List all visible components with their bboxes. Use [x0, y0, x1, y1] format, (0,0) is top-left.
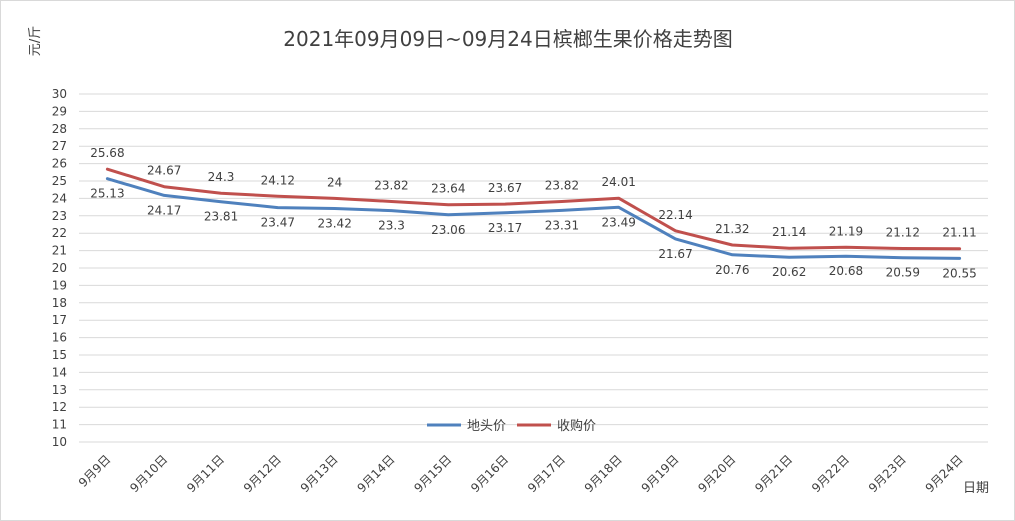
- y-tick-label: 14: [52, 365, 67, 379]
- data-label-series-1: 23.82: [545, 179, 579, 193]
- data-label-series-0: 20.68: [829, 264, 863, 278]
- data-label-series-0: 24.17: [147, 203, 181, 217]
- legend: 地头价 收购价: [427, 418, 596, 434]
- y-tick-label: 28: [52, 122, 67, 136]
- data-label-series-1: 22.14: [658, 208, 692, 222]
- y-tick-label: 18: [52, 296, 67, 310]
- x-tick-label: 9月16日: [468, 452, 511, 495]
- data-label-series-0: 23.3: [378, 219, 405, 233]
- y-axis-ticks: 10 11 12 13 14 15 16 17 18 19 20 21 22 23 24 25 26 27 28 29…: [52, 87, 67, 449]
- data-label-series-1: 25.68: [90, 146, 124, 160]
- data-label-series-1: 21.14: [772, 225, 806, 239]
- data-label-series-1: 21.32: [715, 222, 749, 236]
- x-tick-label: 9月14日: [355, 452, 398, 495]
- data-label-series-0: 23.31: [545, 218, 579, 232]
- legend-label-series-0: 地头价: [467, 419, 506, 434]
- y-tick-label: 24: [52, 191, 67, 205]
- x-tick-label: 9月10日: [127, 452, 170, 495]
- data-label-series-0: 23.17: [488, 221, 522, 235]
- data-label-series-0: 20.55: [942, 266, 976, 280]
- y-tick-label: 26: [52, 157, 67, 171]
- data-label-series-1: 21.12: [886, 226, 920, 240]
- data-label-series-1: 24.3: [208, 170, 235, 184]
- x-tick-label: 9月17日: [525, 452, 568, 495]
- x-tick-label: 9月13日: [298, 452, 341, 495]
- y-tick-label: 21: [52, 244, 67, 258]
- y-tick-label: 19: [52, 278, 67, 292]
- x-tick-label: 9月19日: [639, 452, 682, 495]
- x-tick-label: 9月18日: [582, 452, 625, 495]
- y-tick-label: 20: [52, 261, 67, 275]
- y-tick-label: 13: [52, 383, 67, 397]
- data-label-series-1: 23.82: [374, 179, 408, 193]
- data-label-series-1: 23.67: [488, 181, 522, 195]
- y-tick-label: 27: [52, 139, 67, 153]
- data-label-series-0: 23.06: [431, 223, 465, 237]
- data-label-series-0: 20.62: [772, 265, 806, 279]
- x-tick-label: 9月21日: [752, 452, 795, 495]
- y-tick-label: 25: [52, 174, 67, 188]
- y-tick-label: 17: [52, 313, 67, 327]
- chart-title: 2021年09月09日~09月24日槟榔生果价格走势图: [283, 27, 732, 51]
- series-lines: [105, 167, 962, 260]
- y-tick-label: 16: [52, 331, 67, 345]
- series-line-0: [105, 177, 962, 260]
- legend-label-series-1: 收购价: [557, 418, 596, 434]
- x-tick-label: 9月9日: [76, 452, 114, 490]
- y-tick-label: 29: [52, 104, 67, 118]
- y-axis-label: 元/斤: [28, 26, 43, 56]
- x-tick-label: 9月23日: [866, 452, 909, 495]
- gridlines: [79, 93, 988, 443]
- y-tick-label: 30: [52, 87, 67, 101]
- data-labels: 25.13 24.17 23.81 23.47 23.42 23.3 23.06 23.17 2…: [90, 146, 977, 280]
- data-label-series-1: 21.11: [942, 226, 976, 240]
- data-label-series-1: 24.01: [602, 175, 636, 189]
- x-axis-label: 日期: [963, 481, 989, 496]
- data-label-series-1: 24: [327, 175, 342, 189]
- data-label-series-1: 24.67: [147, 164, 181, 178]
- data-label-series-1: 21.19: [829, 224, 863, 238]
- data-label-series-0: 20.59: [886, 266, 920, 280]
- data-label-series-0: 21.67: [658, 247, 692, 261]
- x-tick-label: 9月24日: [923, 452, 966, 495]
- data-label-series-0: 23.49: [602, 215, 636, 229]
- x-axis-ticks: 9月9日 9月10日 9月11日 9月12日 9月13日 9月14日 9月15日 9月16日 9…: [76, 452, 966, 495]
- data-label-series-0: 23.81: [204, 210, 238, 224]
- x-tick-label: 9月15日: [411, 452, 454, 495]
- data-label-series-1: 24.12: [261, 173, 295, 187]
- series-line-1: [105, 167, 962, 251]
- data-label-series-0: 23.42: [317, 216, 351, 230]
- y-tick-label: 23: [52, 209, 67, 223]
- y-tick-label: 22: [52, 226, 67, 240]
- y-tick-label: 12: [52, 400, 67, 414]
- y-tick-label: 15: [52, 348, 67, 362]
- y-tick-label: 10: [52, 435, 67, 449]
- data-label-series-0: 20.76: [715, 263, 749, 277]
- x-tick-label: 9月20日: [695, 452, 738, 495]
- y-tick-label: 11: [52, 418, 67, 432]
- data-label-series-0: 25.13: [90, 187, 124, 201]
- data-label-series-1: 23.64: [431, 182, 465, 196]
- x-tick-label: 9月12日: [241, 452, 284, 495]
- x-tick-label: 9月22日: [809, 452, 852, 495]
- data-label-series-0: 23.47: [261, 216, 295, 230]
- x-tick-label: 9月11日: [184, 452, 227, 495]
